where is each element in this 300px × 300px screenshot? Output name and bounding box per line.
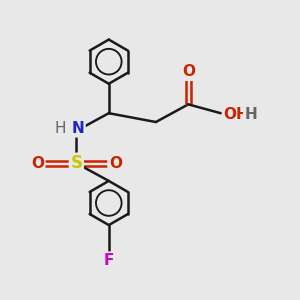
Text: OH: OH (224, 107, 249, 122)
Text: N: N (71, 121, 84, 136)
Text: S: S (70, 154, 83, 172)
Text: H: H (244, 107, 257, 122)
Text: O: O (31, 156, 44, 171)
Text: H: H (54, 121, 66, 136)
Text: O: O (182, 64, 195, 80)
Text: F: F (103, 253, 114, 268)
Text: O: O (109, 156, 122, 171)
